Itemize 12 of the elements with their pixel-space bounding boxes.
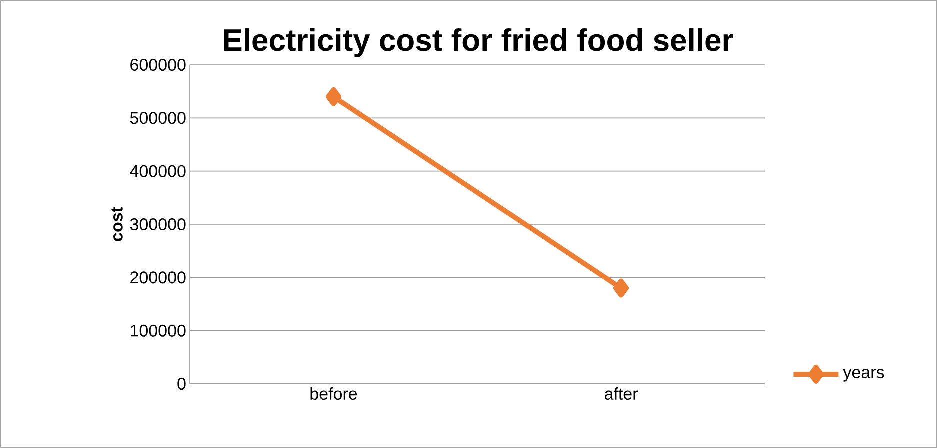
y-tick-label: 100000 — [131, 324, 186, 337]
y-tick-label: 400000 — [130, 165, 186, 178]
y-axis-title: cost — [112, 207, 123, 242]
chart-title: Electricity cost for fried food seller — [224, 28, 734, 58]
y-tick-label: 500000 — [130, 112, 186, 124]
legend-label: years — [843, 369, 884, 382]
x-tick-label: after — [604, 388, 638, 400]
y-tick-label: 0 — [178, 378, 186, 390]
y-tick-label: 300000 — [130, 218, 186, 231]
y-tick-label: 600000 — [130, 58, 186, 72]
x-tick-label: before — [310, 388, 358, 400]
y-tick-label: 200000 — [130, 272, 186, 284]
